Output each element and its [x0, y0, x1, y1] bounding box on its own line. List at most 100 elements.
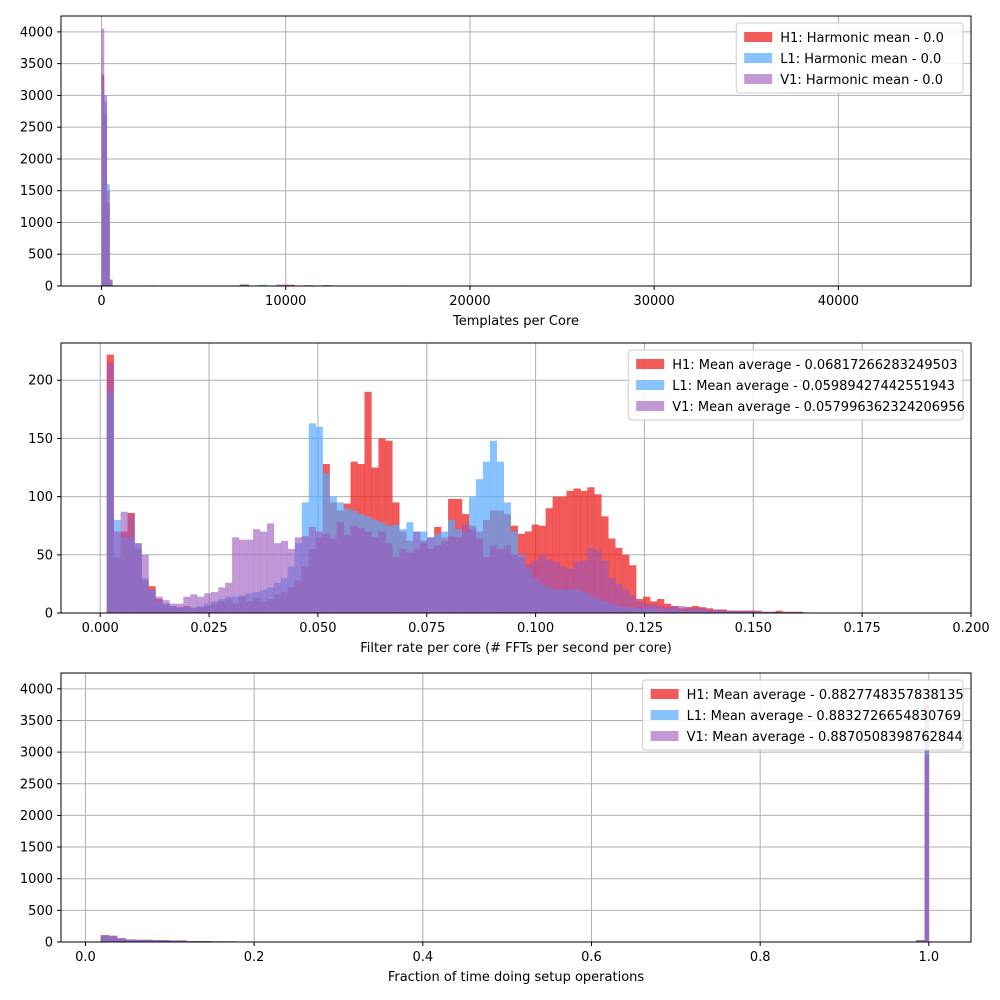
series-V1 — [106, 362, 804, 613]
y-tick-label: 50 — [36, 548, 53, 563]
histogram-bar — [141, 554, 149, 613]
legend-label: H1: Mean average - 0.8827748357838135 — [687, 688, 964, 703]
y-tick-label: 1000 — [20, 872, 53, 887]
histogram-bar — [566, 490, 574, 613]
histogram-bar — [559, 496, 567, 613]
histogram-bar — [761, 611, 769, 613]
histogram-bar — [705, 609, 714, 613]
histogram-bar — [106, 362, 114, 613]
legend-label: H1: Mean average - 0.06817266283249503 — [672, 358, 957, 373]
histogram-bar — [733, 610, 741, 613]
y-tick-label: 0 — [45, 280, 53, 295]
histogram-bar — [475, 538, 484, 613]
y-tick-label: 2500 — [20, 777, 53, 792]
histogram-bar — [531, 560, 539, 613]
histogram-bar — [552, 561, 560, 613]
histogram-bar — [664, 607, 672, 613]
histogram-bar — [136, 939, 153, 942]
histogram-bar — [684, 607, 693, 613]
x-tick-label: 1.0 — [918, 950, 939, 965]
y-tick-label: 150 — [28, 432, 53, 447]
histogram-bar — [127, 514, 135, 613]
legend-label: V1: Mean average - 0.057996362324206956 — [672, 400, 965, 415]
histogram-bar — [169, 940, 187, 942]
histogram-bar — [496, 461, 505, 613]
histogram-bar — [573, 488, 581, 613]
histogram-bar — [406, 552, 414, 613]
histogram-bar — [287, 548, 296, 613]
histogram-bar — [134, 543, 142, 613]
histogram-bar — [524, 564, 532, 613]
x-tick-label: 0.125 — [626, 621, 663, 636]
histogram-bar — [294, 537, 302, 613]
histogram-bar — [580, 560, 588, 613]
histogram-bar — [712, 609, 720, 613]
x-axis-label: Filter rate per core (# FFTs per second … — [360, 641, 672, 656]
x-tick-label: 0.200 — [952, 621, 989, 636]
legend-label: L1: Mean average - 0.8832726654830769 — [687, 709, 962, 724]
histogram-bar — [364, 531, 372, 613]
legend-label: V1: Harmonic mean - 0.0 — [780, 73, 943, 88]
y-tick-label: 3500 — [20, 714, 53, 729]
histogram-bar — [615, 583, 623, 613]
histogram-bar — [413, 531, 421, 613]
x-tick-label: 10000 — [265, 294, 306, 309]
histogram-bar — [258, 284, 268, 286]
y-tick-label: 0 — [45, 936, 53, 951]
histogram-bar — [239, 284, 249, 286]
histogram-bar — [594, 550, 602, 613]
legend-label: L1: Harmonic mean - 0.0 — [780, 52, 941, 67]
x-tick-label: 0.025 — [190, 621, 227, 636]
histogram-bar — [113, 531, 121, 613]
x-tick-label: 0.175 — [844, 621, 881, 636]
legend-box — [627, 349, 964, 421]
legend-swatch — [744, 74, 773, 84]
legend: H1: Harmonic mean - 0.0 L1: Harmonic mean… — [735, 22, 964, 94]
legend-box — [642, 679, 964, 751]
axes-frame — [60, 672, 972, 943]
y-tick-label: 4000 — [20, 682, 53, 697]
legend-swatch — [744, 32, 773, 42]
histogram-bar — [239, 539, 247, 613]
histogram-bar — [276, 284, 286, 286]
y-tick-label: 2500 — [20, 121, 53, 136]
histogram-panel-2: 0.000 0.025 0.050 0.075 0.100 0.125 0.150 0.175… — [28, 342, 990, 656]
histogram-bar — [190, 594, 198, 613]
histogram-bar — [434, 545, 442, 613]
legend-swatch — [744, 53, 773, 63]
y-tick-label: 2000 — [20, 809, 53, 824]
histogram-bar — [789, 611, 797, 613]
y-tick-label: 200 — [28, 374, 53, 389]
histogram-bar — [104, 95, 108, 286]
histogram-bar — [489, 545, 498, 613]
histogram-bar — [552, 496, 560, 613]
histogram-bar — [308, 423, 316, 613]
legend-label: V1: Mean average - 0.8870508398762844 — [687, 730, 963, 745]
histogram-bar — [109, 282, 113, 286]
histogram-bar — [162, 600, 170, 613]
histogram-bar — [364, 391, 372, 613]
histogram-bar — [462, 524, 470, 613]
histogram-bar — [315, 426, 323, 613]
y-tick-label: 4000 — [20, 25, 53, 40]
y-tick-label: 3500 — [20, 57, 53, 72]
histogram-bar — [183, 596, 191, 613]
histogram-bar — [448, 536, 456, 613]
histogram-bar — [109, 936, 118, 942]
histogram-bar — [378, 531, 386, 613]
histogram-bar — [754, 611, 762, 613]
histogram-bar — [740, 610, 748, 613]
y-tick-label: 500 — [28, 904, 53, 919]
histogram-bar — [204, 593, 212, 613]
histogram-bar — [176, 603, 184, 613]
series-L1 — [101, 89, 314, 286]
x-tick-label: 0.6 — [581, 950, 602, 965]
legend: H1: Mean average - 0.8827748357838135 L1:… — [642, 679, 964, 751]
histogram-bar — [155, 596, 163, 613]
legend-swatch — [636, 401, 665, 411]
histogram-bar — [489, 440, 498, 613]
histogram-bar — [775, 611, 783, 613]
histogram-bar — [357, 528, 365, 613]
histogram-bar — [100, 935, 110, 942]
